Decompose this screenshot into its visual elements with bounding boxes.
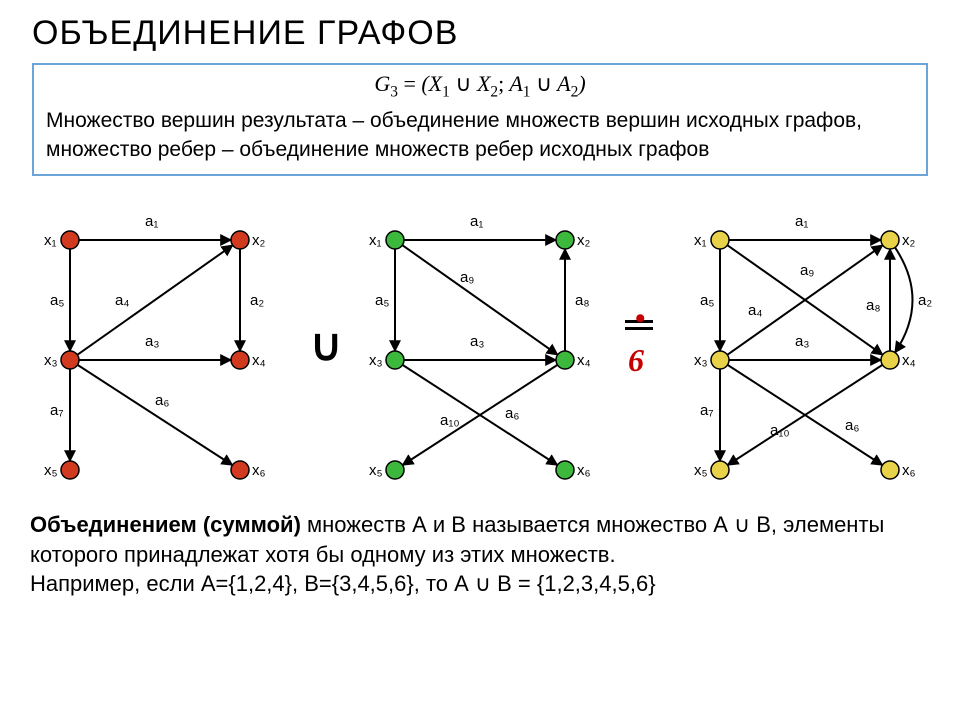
graph-panel-2: a₁ a₃ a₅ a₆ a₈ a₉ a₁₀ x₁ x₂ x₃ x₄ x₅ x₆ <box>345 200 635 505</box>
edge-label: a₈ <box>575 292 590 309</box>
edge-label: a₁ <box>795 213 808 230</box>
graph-node <box>556 461 574 479</box>
node-label: x₆ <box>577 462 591 479</box>
graph-node <box>386 351 404 369</box>
edge-label: a₉ <box>800 262 814 279</box>
graph-node <box>711 231 729 249</box>
node-label: x₁ <box>694 232 707 249</box>
edge-label: a₁ <box>470 213 483 230</box>
graph-panel-3: a₁ a₃ a₄ a₅ a₆ a₇ a₈ a₉ a₁₀ a₂ x₁ x₂ x₃ x₄ x₅ x₆ <box>670 200 960 505</box>
formula-text: G3 = (X1 ∪ X2; A1 ∪ A2) <box>46 71 914 101</box>
edge-label: a₅ <box>375 292 389 309</box>
graph-node <box>711 461 729 479</box>
edge-label: a₅ <box>50 292 64 309</box>
description-text: Множество вершин результата – объединени… <box>46 107 914 164</box>
edge-label: a₆ <box>845 417 859 434</box>
graph-svg: a₁ a₃ a₅ a₆ a₈ a₉ a₁₀ x₁ x₂ x₃ x₄ x₅ x₆ <box>345 200 635 500</box>
edge-label: a₂ <box>918 292 932 309</box>
graph-svg: a₁ a₃ a₄ a₅ a₆ a₇ a₈ a₉ a₁₀ a₂ x₁ x₂ x₃ x₄ x₅ x₆ <box>670 200 960 500</box>
graph-node <box>711 351 729 369</box>
edge-label: a₄ <box>748 302 762 319</box>
edge-label: a₉ <box>460 269 474 286</box>
edge-label: a₆ <box>505 405 519 422</box>
edge-label: a₇ <box>50 402 64 419</box>
graph-node <box>61 461 79 479</box>
edge-label: a₁₀ <box>440 412 460 429</box>
union-operator: ∪ <box>310 320 342 371</box>
edge-label: a₇ <box>700 402 714 419</box>
edge-label: a₆ <box>155 392 169 409</box>
node-label: x₁ <box>44 232 57 249</box>
node-label: x₂ <box>902 232 916 249</box>
graph-node <box>556 351 574 369</box>
graph-node <box>231 231 249 249</box>
node-label: x₅ <box>694 462 708 479</box>
node-label: x₆ <box>252 462 266 479</box>
node-label: x₁ <box>369 232 382 249</box>
node-label: x₂ <box>577 232 591 249</box>
node-label: x₅ <box>369 462 383 479</box>
graph-node <box>881 351 899 369</box>
node-label: x₃ <box>44 352 58 369</box>
edge <box>78 365 233 465</box>
edge-label: a₅ <box>700 292 714 309</box>
graph-node <box>881 461 899 479</box>
footer-text: Объединением (суммой) множеств А и В наз… <box>0 500 960 599</box>
graphs-row: ∪ • 6 a₁a₂a₃a₄a₅a₆a₇x₁x₂x₃x₄x₅x₆a₁a₃a₅a₆… <box>20 200 940 500</box>
edge-label: a₃ <box>145 333 159 350</box>
formula-box: G3 = (X1 ∪ X2; A1 ∪ A2) Множество вершин… <box>32 63 928 176</box>
edge-curve <box>895 248 913 353</box>
footer-line2: Например, если А={1,2,4}, В={3,4,5,6}, т… <box>30 571 656 596</box>
node-label: x₅ <box>44 462 58 479</box>
edge-label: a₈ <box>866 297 881 314</box>
edge-label: a₁₀ <box>770 422 790 439</box>
node-label: x₄ <box>902 352 916 369</box>
graph-node <box>386 461 404 479</box>
graph-panel-1: a₁ a₂ a₃ a₄ a₅ a₆ a₇ x₁ x₂ x₃ x₄ x₅ x₆ <box>20 200 310 505</box>
edge-label: a₁ <box>145 213 158 230</box>
edge-label: a₃ <box>795 333 809 350</box>
graph-node <box>881 231 899 249</box>
node-label: x₆ <box>902 462 916 479</box>
node-label: x₃ <box>369 352 383 369</box>
graph-node <box>386 231 404 249</box>
page-title: ОБЪЕДИНЕНИЕ ГРАФОВ <box>0 0 960 59</box>
graph-node <box>231 461 249 479</box>
graph-node <box>61 231 79 249</box>
footer-bold: Объединением (суммой) <box>30 512 301 537</box>
graph-node <box>61 351 79 369</box>
node-label: x₄ <box>577 352 591 369</box>
graph-svg: a₁ a₂ a₃ a₄ a₅ a₆ a₇ x₁ x₂ x₃ x₄ x₅ x₆ <box>20 200 310 500</box>
node-label: x₄ <box>252 352 266 369</box>
edge-label: a₄ <box>115 292 129 309</box>
node-label: x₂ <box>252 232 266 249</box>
edge-label: a₂ <box>250 292 264 309</box>
graph-node <box>231 351 249 369</box>
edge-label: a₃ <box>470 333 484 350</box>
node-label: x₃ <box>694 352 708 369</box>
graph-node <box>556 231 574 249</box>
